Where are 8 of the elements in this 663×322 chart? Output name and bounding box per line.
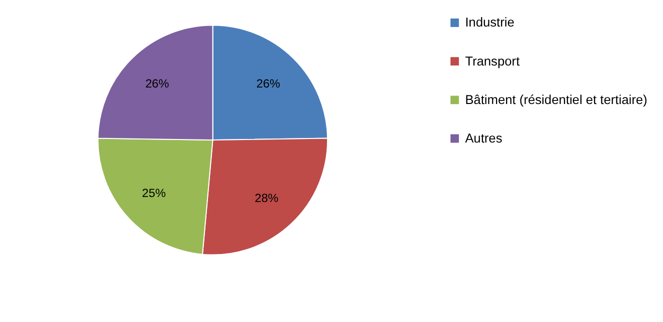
- data-label: 26%: [145, 76, 170, 91]
- data-label: 26%: [256, 76, 281, 91]
- legend-label: Transport: [465, 53, 520, 68]
- legend-label: Bâtiment (résidentiel et tertiaire): [465, 92, 648, 107]
- legend-label: Autres: [465, 130, 502, 146]
- legend-label: Industrie: [465, 14, 514, 30]
- data-label: 28%: [254, 190, 279, 205]
- data-label: 25%: [142, 186, 166, 200]
